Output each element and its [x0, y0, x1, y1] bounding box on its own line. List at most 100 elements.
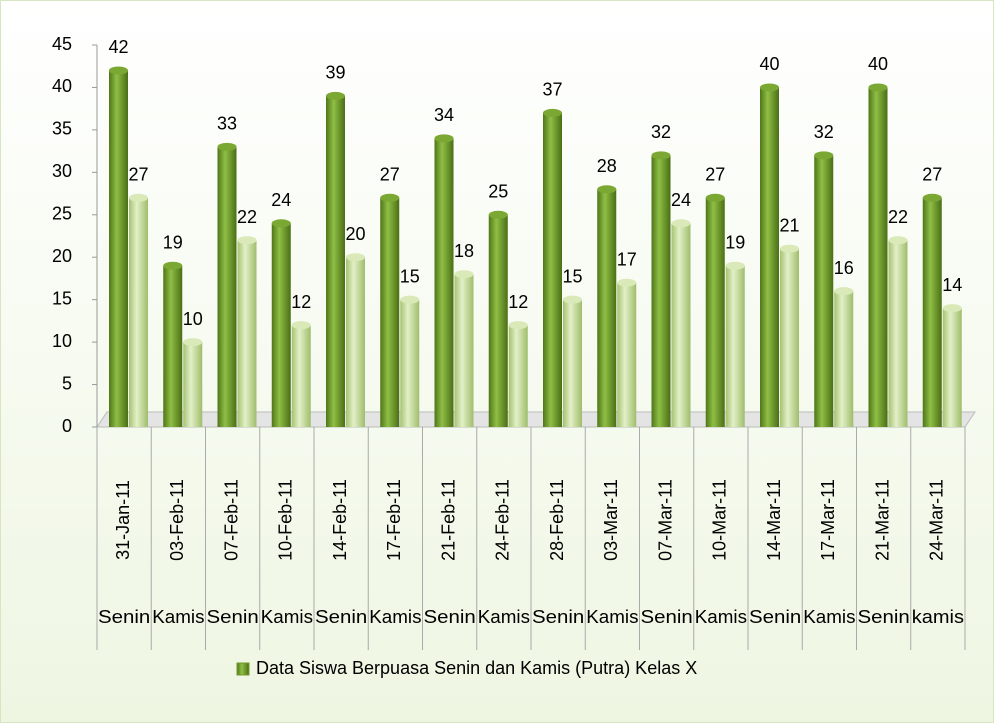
bar — [760, 87, 779, 427]
day-label: Senin — [749, 607, 801, 627]
bar — [543, 112, 562, 428]
value-label: 32 — [814, 122, 834, 142]
day-label: Senin — [424, 607, 476, 627]
y-tick-label: 20 — [52, 246, 72, 266]
value-label: 20 — [345, 224, 365, 244]
bar-cap — [617, 278, 637, 287]
value-label: 18 — [454, 241, 474, 261]
x-tick-label: 31-Jan-11 — [113, 480, 133, 560]
bar-cap — [780, 244, 799, 253]
value-label: 32 — [651, 122, 671, 142]
bar-cap — [291, 321, 311, 330]
bar-cap — [563, 295, 582, 304]
bar — [163, 265, 183, 427]
day-label: Senin — [858, 607, 910, 627]
bar-cap — [868, 83, 888, 92]
x-tick-label: 14-Mar-11 — [764, 479, 784, 561]
bar — [400, 299, 420, 427]
bar — [434, 138, 454, 427]
value-label: 10 — [183, 309, 203, 329]
bar — [671, 223, 691, 427]
value-label: 39 — [325, 63, 345, 83]
bar — [508, 325, 528, 427]
y-tick-label: 45 — [52, 34, 72, 54]
x-tick-label: 14-Feb-11 — [330, 479, 350, 561]
value-label: 17 — [617, 249, 637, 269]
bar-cap — [380, 193, 400, 202]
day-label: Kamis — [261, 607, 313, 627]
value-label: 25 — [488, 182, 508, 202]
value-label: 34 — [434, 105, 454, 125]
bar — [868, 87, 888, 427]
legend-swatch — [236, 662, 250, 676]
value-label: 21 — [779, 215, 799, 235]
bar — [922, 197, 942, 427]
value-label: 15 — [562, 266, 582, 286]
bar-cap — [163, 261, 183, 270]
value-label: 27 — [380, 165, 400, 185]
bar-cap — [326, 91, 345, 100]
bar — [326, 95, 345, 427]
bar — [597, 189, 617, 427]
day-label: Senin — [641, 607, 693, 627]
value-label: 12 — [291, 292, 311, 312]
bar — [183, 342, 203, 427]
bar-cap — [508, 321, 528, 330]
bar-cap — [109, 66, 128, 75]
bar-cap — [671, 219, 691, 228]
bar — [888, 240, 908, 427]
day-label: Kamis — [369, 607, 421, 627]
bar — [814, 155, 834, 427]
value-label: 40 — [868, 54, 888, 74]
value-label: 27 — [922, 165, 942, 185]
bar-cap — [237, 236, 257, 245]
bar-cap — [651, 151, 671, 160]
bar-cap — [814, 151, 834, 160]
bar — [237, 240, 257, 427]
bar — [942, 308, 962, 427]
value-label: 24 — [271, 190, 291, 210]
value-label: 19 — [725, 232, 745, 252]
bar — [705, 197, 725, 427]
bar-cap — [922, 193, 942, 202]
y-tick-label: 35 — [52, 119, 72, 139]
x-tick-label: 07-Feb-11 — [221, 479, 241, 561]
bar — [380, 197, 400, 427]
x-tick-label: 21-Feb-11 — [438, 479, 458, 561]
y-tick-label: 15 — [52, 288, 72, 308]
bar-cap — [400, 295, 420, 304]
value-label: 12 — [508, 292, 528, 312]
bar-cap — [705, 193, 725, 202]
day-label: Senin — [207, 607, 259, 627]
bar-cap — [129, 193, 148, 202]
day-label: Senin — [98, 607, 150, 627]
y-tick-label: 40 — [52, 76, 72, 96]
bar — [651, 155, 671, 427]
x-tick-label: 28-Feb-11 — [547, 479, 567, 561]
value-label: 42 — [108, 37, 128, 57]
bar — [109, 70, 128, 427]
value-label: 27 — [128, 165, 148, 185]
day-label: kamis — [912, 607, 964, 627]
bar-cap — [271, 219, 291, 228]
value-label: 19 — [163, 232, 183, 252]
value-label: 40 — [759, 54, 779, 74]
bar-cap — [543, 108, 562, 117]
y-tick-label: 30 — [52, 161, 72, 181]
x-tick-label: 17-Feb-11 — [384, 479, 404, 561]
bar-cap — [834, 287, 854, 296]
bar-cap — [725, 261, 745, 270]
value-label: 14 — [942, 275, 962, 295]
bar — [346, 257, 365, 427]
bar-cap — [942, 304, 962, 313]
bar — [780, 248, 799, 427]
bar — [563, 299, 582, 427]
bar — [617, 282, 637, 427]
bar-cap — [454, 270, 474, 279]
value-label: 15 — [400, 266, 420, 286]
value-label: 22 — [888, 207, 908, 227]
day-label: Senin — [315, 607, 367, 627]
value-label: 37 — [542, 80, 562, 100]
day-label: Senin — [532, 607, 584, 627]
bar — [129, 197, 148, 427]
